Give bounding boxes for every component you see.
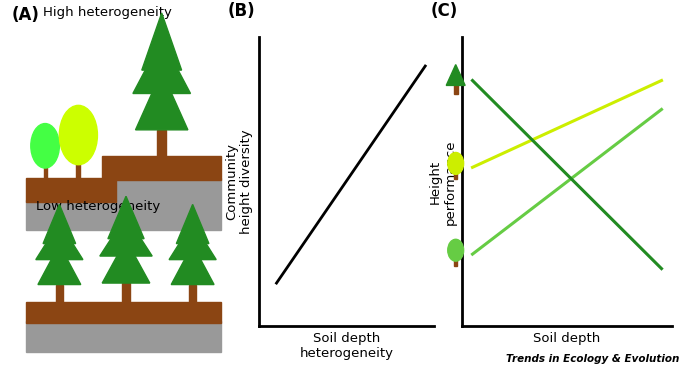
Bar — [157, 130, 167, 156]
Bar — [102, 156, 221, 180]
Polygon shape — [108, 196, 144, 239]
Polygon shape — [36, 222, 83, 260]
Circle shape — [60, 105, 97, 165]
Text: Trends in Ecology & Evolution: Trends in Ecology & Evolution — [505, 354, 679, 364]
Polygon shape — [447, 65, 465, 85]
Bar — [26, 178, 116, 202]
Text: (C): (C) — [430, 2, 458, 20]
Bar — [454, 171, 457, 179]
Text: High heterogeneity: High heterogeneity — [43, 6, 172, 19]
Circle shape — [31, 124, 60, 168]
Circle shape — [448, 152, 463, 174]
Polygon shape — [176, 204, 209, 244]
Bar — [102, 178, 221, 230]
Text: Low heterogeneity: Low heterogeneity — [36, 200, 160, 213]
Y-axis label: Height
performance: Height performance — [428, 139, 456, 224]
Y-axis label: Community
height diversity: Community height diversity — [225, 129, 253, 234]
Polygon shape — [172, 244, 214, 285]
Polygon shape — [100, 216, 152, 256]
Polygon shape — [102, 240, 150, 283]
Polygon shape — [133, 39, 190, 93]
Polygon shape — [142, 13, 181, 70]
Bar — [26, 302, 221, 323]
Bar — [122, 283, 130, 302]
Bar — [26, 200, 102, 230]
Circle shape — [448, 239, 463, 261]
Bar — [76, 160, 80, 178]
Polygon shape — [43, 204, 76, 244]
Bar — [26, 321, 221, 352]
Bar — [189, 285, 197, 302]
Polygon shape — [169, 222, 216, 260]
Polygon shape — [136, 71, 188, 130]
Text: (A): (A) — [12, 6, 40, 24]
X-axis label: Soil depth: Soil depth — [533, 332, 601, 345]
Bar — [55, 285, 63, 302]
X-axis label: Soil depth
heterogeneity: Soil depth heterogeneity — [300, 332, 393, 360]
Text: (B): (B) — [228, 2, 255, 20]
Polygon shape — [38, 244, 80, 285]
Bar — [43, 165, 47, 178]
Bar — [454, 258, 457, 266]
Bar — [454, 85, 458, 93]
